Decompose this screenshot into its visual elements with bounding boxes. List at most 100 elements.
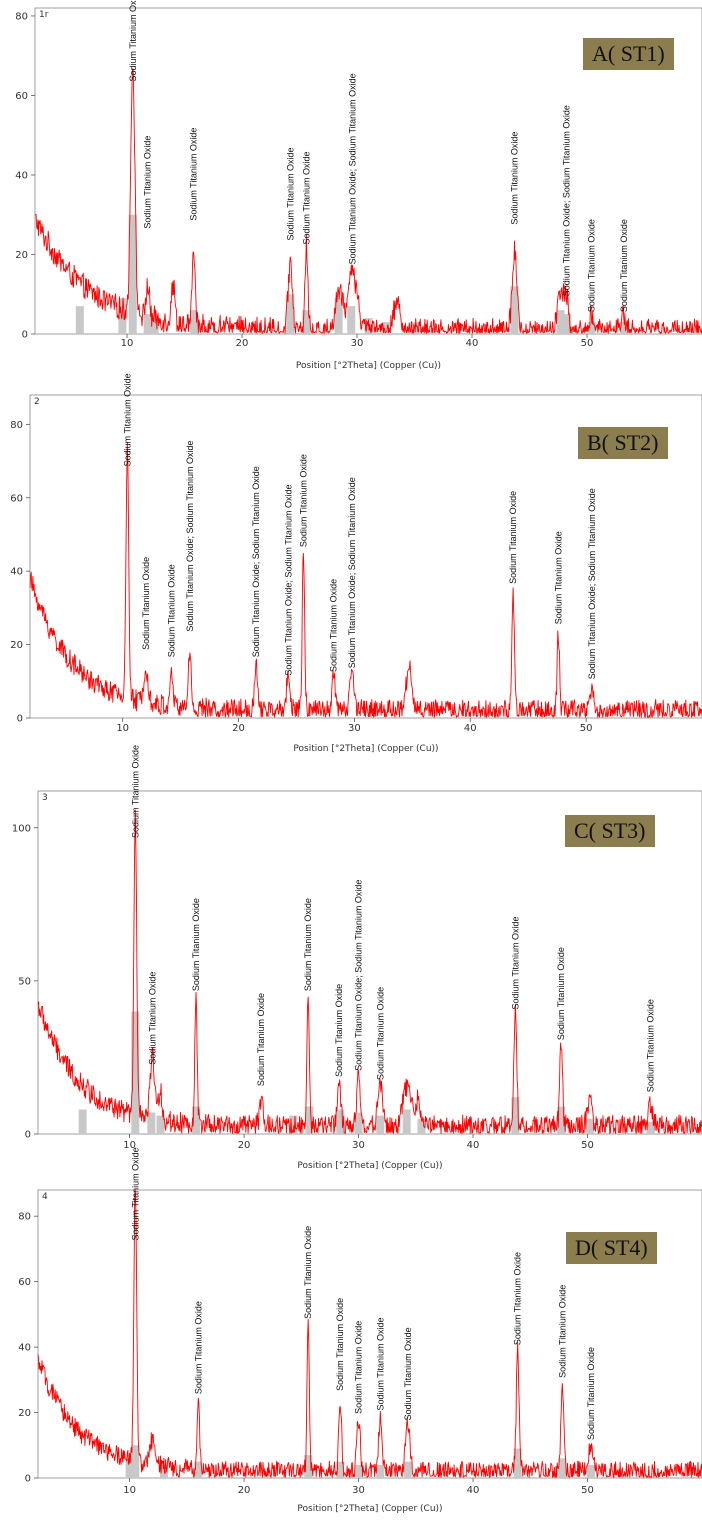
peak-label: Sodium Titanium Oxide (375, 987, 385, 1080)
y-tick-label: 0 (22, 330, 28, 341)
peak-label: Sodium Titanium Oxide (189, 128, 199, 221)
x-tick-label: 40 (464, 723, 477, 734)
y-tick-label: 60 (18, 1277, 31, 1288)
chart-svg: 1r 0 20 40 60 80 10 20 30 40 50 Position [°2Theta] … (15, 0, 702, 371)
peak-label: Sodium Titanium Oxide; Sodium Titanium O… (347, 73, 357, 264)
reference-peak-bar (75, 306, 84, 334)
reference-peak-bar (376, 1115, 385, 1134)
reference-peak-bar (289, 1115, 298, 1134)
peak-label: Sodium Titanium Oxide; Sodium Titanium O… (561, 105, 571, 296)
peak-label: Sodium Titanium Oxide (645, 999, 655, 1092)
reference-peak-bar (334, 298, 343, 334)
peak-label: Sodium Titanium Oxide (298, 454, 308, 547)
reference-peak-bar (585, 1118, 594, 1134)
peak-label: Sodium Titanium Oxide (557, 1285, 567, 1378)
reference-peak-bar (150, 318, 159, 334)
x-tick-label: 30 (351, 338, 364, 349)
reference-peak-bar (563, 314, 572, 334)
peak-label: Sodium Titanium Oxide (285, 148, 295, 241)
peak-label: Sodium Titanium Oxide (403, 1327, 413, 1420)
panel-label: B( ST2) (578, 427, 668, 459)
y-tick-label: 40 (10, 567, 23, 578)
peak-label: Sodium Titanium Oxide; Sodium Titanium O… (283, 485, 293, 676)
xrd-panel-b: 2 0 20 40 60 80 10 20 30 40 50 Position [°2Theta] (… (0, 373, 702, 765)
x-tick-label: 10 (123, 1485, 136, 1496)
x-axis-title: Position [°2Theta] (Copper (Cu)) (297, 1161, 442, 1171)
peak-label: Sodium Titanium Oxide (191, 898, 201, 991)
peak-label: Sodium Titanium Oxide (193, 1301, 203, 1394)
x-tick-label: 20 (236, 338, 249, 349)
reference-peak-bar (586, 1464, 595, 1478)
peak-label: Sodium Titanium Oxide (303, 1226, 313, 1319)
x-tick-label: 30 (348, 723, 361, 734)
peak-label: Sodium Titanium Oxide (122, 373, 132, 466)
x-tick-label: 20 (238, 1485, 251, 1496)
corner-label: 2 (34, 397, 40, 407)
reference-peak-bar (131, 1011, 140, 1134)
peak-label: Sodium Titanium Oxide (130, 745, 140, 838)
peak-label: Sodium Titanium Oxide; Sodium Titanium O… (587, 488, 597, 679)
reference-peak-bar (336, 1461, 345, 1478)
y-tick-label: 20 (15, 250, 28, 261)
reference-peak-bar (646, 1121, 655, 1134)
y-tick-label: 60 (15, 91, 28, 102)
corner-label: 4 (42, 1192, 48, 1202)
corner-label: 3 (42, 793, 48, 803)
reference-peak-bar (194, 1461, 203, 1478)
peak-label: Sodium Titanium Oxide (141, 557, 151, 650)
reference-peak-bar (556, 310, 565, 334)
reference-peak-bar (354, 1112, 363, 1134)
peak-label: Sodium Titanium Oxide (375, 1317, 385, 1410)
reference-peak-bar (147, 1112, 156, 1134)
y-tick-label: 80 (15, 11, 28, 22)
x-tick-label: 30 (352, 1485, 365, 1496)
reference-peak-bar (557, 1106, 566, 1134)
peak-label: Sodium Titanium Oxide; Sodium Titanium O… (185, 440, 195, 631)
peak-label: Sodium Titanium Oxide (256, 993, 266, 1086)
x-axis-title: Position [°2Theta] (Copper (Cu)) (297, 1504, 442, 1514)
x-axis-title: Position [°2Theta] (Copper (Cu)) (293, 744, 438, 754)
x-axis-title: Position [°2Theta] (Copper (Cu)) (296, 361, 441, 371)
y-tick-label: 40 (15, 170, 28, 181)
corner-label: 1r (39, 10, 49, 20)
peak-label: Sodium Titanium Oxide (303, 898, 313, 991)
x-tick-label: 20 (238, 1140, 251, 1151)
reference-peak-bar (511, 1097, 520, 1134)
peak-label: Sodium Titanium Oxide (586, 1347, 596, 1440)
y-tick-label: 20 (10, 640, 23, 651)
reference-peak-bar (78, 1109, 87, 1134)
reference-peak-bar (156, 1115, 165, 1134)
peak-label: Sodium Titanium Oxide (587, 219, 597, 312)
peak-label: Sodium Titanium Oxide (301, 151, 311, 244)
reference-peak-bar (286, 294, 295, 334)
y-tick-label: 80 (10, 420, 23, 431)
diffraction-trace (37, 1189, 702, 1478)
reference-peak-bar (128, 214, 137, 334)
y-tick-label: 60 (10, 493, 23, 504)
xrd-panel-c: 3 0 50 100 10 20 30 40 50 Position [°2Theta] (Cop… (0, 745, 702, 1178)
peak-label: Sodium Titanium Oxide (553, 531, 563, 624)
panel-label: D( ST4) (566, 1232, 657, 1264)
reference-peak-bar (354, 1464, 363, 1478)
peak-label: Sodium Titanium Oxide (556, 947, 566, 1040)
y-tick-label: 0 (25, 1474, 31, 1485)
x-tick-label: 40 (467, 1140, 480, 1151)
y-tick-label: 80 (18, 1212, 31, 1223)
x-tick-label: 30 (352, 1140, 365, 1151)
plot-frame (37, 790, 702, 1135)
diffraction-trace (37, 809, 702, 1134)
reference-peak-bar (510, 286, 519, 334)
x-tick-label: 10 (123, 1140, 136, 1151)
plot-frame (37, 1189, 702, 1479)
x-tick-label: 50 (580, 723, 593, 734)
y-tick-label: 20 (18, 1408, 31, 1419)
reference-peak-bar (305, 1106, 314, 1134)
peak-label: Sodium Titanium Oxide (143, 136, 153, 229)
reference-peak-bar (302, 310, 311, 334)
peak-label: Sodium Titanium Oxide (329, 579, 339, 672)
reference-peak-bar (587, 322, 596, 334)
y-tick-label: 50 (18, 976, 31, 987)
peak-label: Sodium Titanium Oxide (619, 219, 629, 312)
